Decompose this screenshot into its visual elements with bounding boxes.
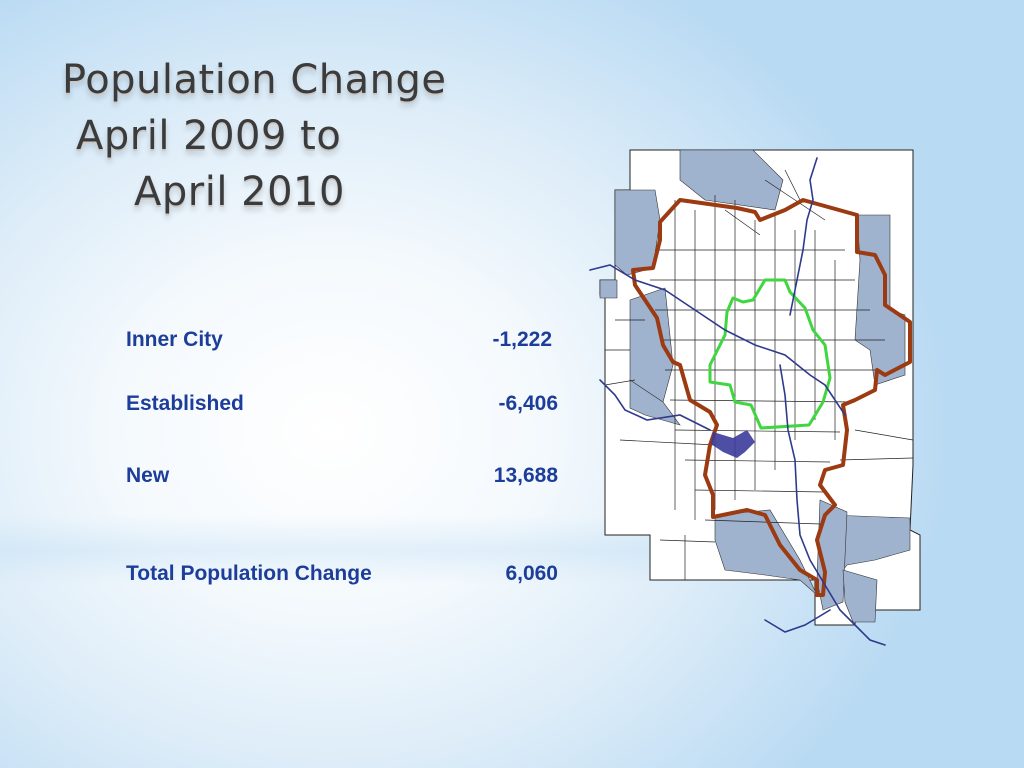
city-map: [589, 149, 921, 646]
stat-value: -1,222: [492, 328, 552, 351]
stat-label: Inner City: [126, 328, 223, 351]
stat-value: -6,406: [498, 392, 558, 415]
new-communities-layer: [599, 149, 911, 623]
stat-value: 6,060: [505, 562, 558, 585]
reservoir: [711, 430, 755, 458]
inner-city-boundary: [708, 278, 832, 430]
stat-row-total: Total Population Change 6,060: [126, 562, 558, 590]
stat-row-established: Established -6,406: [126, 392, 558, 420]
slide-title: Population Change April 2009 to April 20…: [62, 52, 532, 220]
river-lines: [589, 157, 886, 646]
stat-row-new: New 13,688: [126, 464, 558, 492]
title-line-2: April 2009 to: [76, 113, 342, 159]
stat-row-inner-city: Inner City -1,222: [126, 328, 558, 356]
stat-value: 13,688: [493, 464, 558, 487]
established-area-boundary: [631, 198, 912, 597]
stat-label: Total Population Change: [126, 562, 372, 585]
title-line-1: Population Change: [62, 57, 447, 103]
stat-label: New: [126, 464, 170, 487]
stat-label: Established: [126, 392, 244, 415]
title-line-3: April 2010: [134, 169, 345, 215]
